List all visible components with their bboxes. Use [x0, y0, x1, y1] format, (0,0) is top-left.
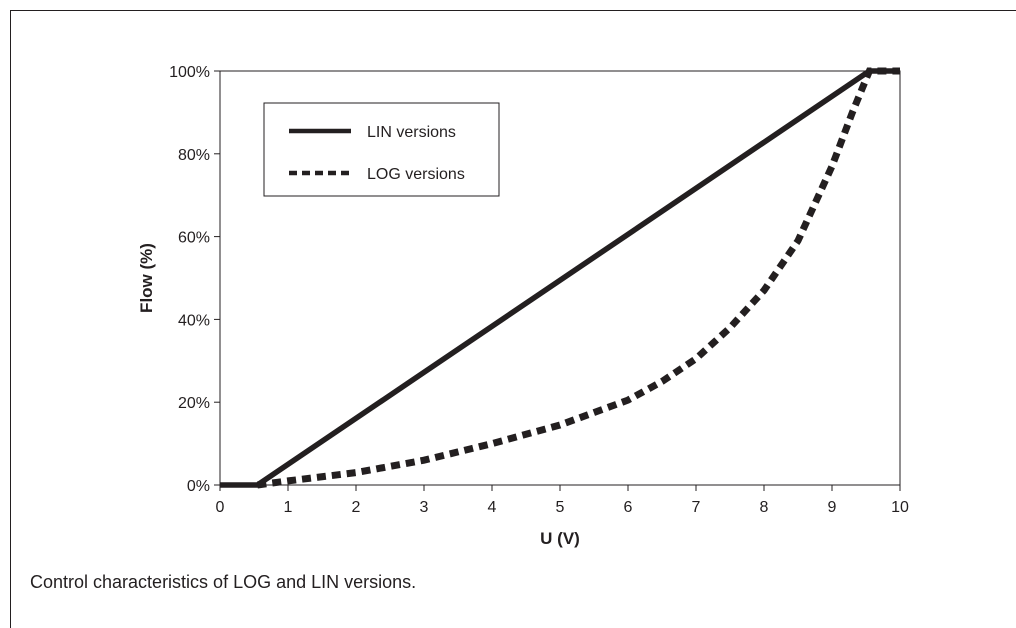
figure-frame-top: [10, 10, 1016, 11]
x-tick-label: 9: [828, 499, 837, 516]
series-layer: [220, 67, 900, 489]
x-tick-label: 10: [891, 499, 909, 516]
x-tick-label: 7: [692, 499, 701, 516]
y-axis-ticks: 0% 20% 40% 60% 80% 100%: [169, 64, 220, 495]
x-tick-label: 5: [556, 499, 565, 516]
x-tick-label: 2: [352, 499, 361, 516]
x-tick-label: 4: [488, 499, 497, 516]
y-tick-label: 100%: [169, 64, 210, 81]
y-tick-label: 60%: [178, 230, 210, 247]
x-tick-label: 1: [284, 499, 293, 516]
legend: LIN versions LOG versions: [263, 102, 500, 197]
figure-caption: Control characteristics of LOG and LIN v…: [30, 572, 417, 592]
x-axis-title: U (V): [540, 529, 580, 548]
x-axis-ticks: 0 1 2 3 4 5 6 7 8 9 10: [216, 485, 909, 516]
y-axis-title: Flow (%): [137, 243, 156, 313]
x-tick-label: 8: [760, 499, 769, 516]
figure-frame-left: [10, 10, 11, 628]
y-tick-label: 0%: [187, 478, 210, 495]
y-tick-label: 20%: [178, 395, 210, 412]
legend-label-lin: LIN versions: [367, 124, 456, 141]
y-tick-label: 40%: [178, 312, 210, 329]
x-tick-label: 6: [624, 499, 633, 516]
series-line-log: [256, 67, 900, 489]
x-tick-label: 0: [216, 499, 225, 516]
y-tick-label: 80%: [178, 147, 210, 164]
x-tick-label: 3: [420, 499, 429, 516]
legend-box: [263, 102, 500, 197]
legend-label-log: LOG versions: [367, 166, 465, 183]
